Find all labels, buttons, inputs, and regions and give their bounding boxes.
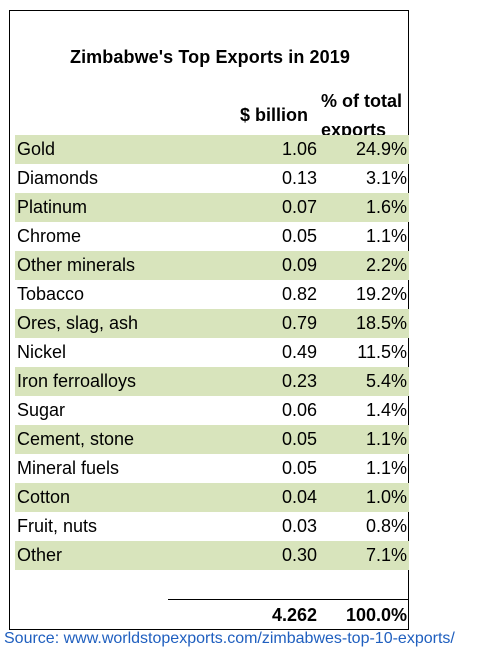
row-pct: 1.4% [365, 400, 407, 420]
exports-table: Zimbabwe's Top Exports in 2019 $ billion… [9, 10, 409, 630]
row-name: Cement, stone [17, 429, 135, 449]
row-value: 1.06 [281, 139, 317, 159]
table-row: Fruit, nuts 0.03 0.8% [15, 512, 409, 541]
row-value: 0.07 [281, 197, 317, 217]
table-row: Iron ferroalloys 0.23 5.4% [15, 367, 409, 396]
row-value: 0.05 [281, 226, 317, 246]
table-row: Other minerals 0.09 2.2% [15, 251, 409, 280]
row-name: Cotton [17, 487, 71, 507]
table-row: Cement, stone 0.05 1.1% [15, 425, 409, 454]
table-row: Gold 1.06 24.9% [15, 135, 409, 164]
table-row: Tobacco 0.82 19.2% [15, 280, 409, 309]
row-pct: 1.1% [365, 458, 407, 478]
row-name: Nickel [17, 342, 67, 362]
table-title: Zimbabwe's Top Exports in 2019 [69, 47, 350, 67]
table-row: Diamonds 0.13 3.1% [15, 164, 409, 193]
row-pct: 1.6% [365, 197, 407, 217]
row-name: Gold [17, 139, 56, 159]
total-value: 4.262 [271, 605, 317, 625]
table-row: Nickel 0.49 11.5% [15, 338, 409, 367]
total-pct: 100.0% [345, 605, 407, 625]
table-row: Other 0.30 7.1% [15, 541, 409, 570]
row-pct: 11.5% [357, 342, 407, 362]
table-body: Gold 1.06 24.9% Diamonds 0.13 3.1% Platinum 0.0… [15, 135, 409, 570]
row-name: Ores, slag, ash [17, 313, 139, 333]
row-pct: 3.1% [365, 168, 407, 188]
row-value: 0.23 [281, 371, 317, 391]
table-row: Platinum 0.07 1.6% [15, 193, 409, 222]
row-pct: 7.1% [365, 545, 407, 565]
row-pct: 24.9% [355, 139, 407, 159]
row-name: Chrome [17, 226, 82, 246]
row-name: Platinum [17, 197, 88, 217]
table-row: Cotton 0.04 1.0% [15, 483, 409, 512]
row-pct: 5.4% [365, 371, 407, 391]
row-value: 0.79 [281, 313, 317, 333]
column-header-pct-line1: % of total [321, 91, 402, 111]
row-value: 0.30 [281, 545, 317, 565]
table-row: Sugar 0.06 1.4% [15, 396, 409, 425]
row-value: 0.03 [281, 516, 317, 536]
row-name: Fruit, nuts [17, 516, 98, 536]
row-pct: 1.1% [365, 429, 407, 449]
table-row: Chrome 0.05 1.1% [15, 222, 409, 251]
total-divider [168, 599, 409, 600]
row-name: Sugar [17, 400, 66, 420]
row-value: 0.06 [281, 400, 317, 420]
table-row: Mineral fuels 0.05 1.1% [15, 454, 409, 483]
row-name: Iron ferroalloys [17, 371, 137, 391]
row-pct: 2.2% [365, 255, 407, 275]
row-name: Other minerals [17, 255, 136, 275]
row-name: Diamonds [17, 168, 99, 188]
source-link[interactable]: Source: www.worldstopexports.com/zimbabw… [4, 630, 455, 647]
row-name: Tobacco [17, 284, 85, 304]
row-value: 0.49 [281, 342, 317, 362]
column-header-value: $ billion [240, 105, 309, 125]
row-pct: 19.2% [355, 284, 407, 304]
table-row: Ores, slag, ash 0.79 18.5% [15, 309, 409, 338]
row-value: 0.05 [281, 429, 317, 449]
row-pct: 1.1% [365, 226, 407, 246]
total-row: 4.262 100.0% [15, 601, 409, 630]
row-pct: 0.8% [365, 516, 407, 536]
row-name: Other [17, 545, 63, 565]
row-value: 0.09 [281, 255, 317, 275]
row-value: 0.13 [281, 168, 317, 188]
row-value: 0.82 [281, 284, 317, 304]
row-pct: 1.0% [365, 487, 407, 507]
row-value: 0.05 [281, 458, 317, 478]
row-name: Mineral fuels [17, 458, 120, 478]
row-value: 0.04 [281, 487, 317, 507]
row-pct: 18.5% [355, 313, 407, 333]
